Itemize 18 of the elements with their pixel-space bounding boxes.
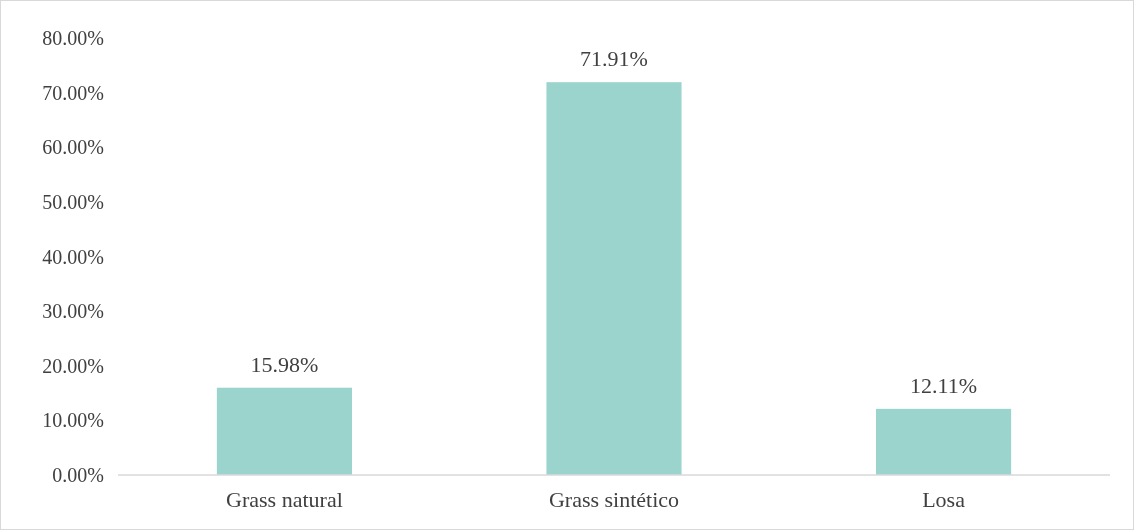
y-tick-label: 70.00% [42, 81, 104, 104]
x-tick-label: Losa [922, 487, 966, 512]
y-tick-label: 0.00% [52, 464, 104, 486]
data-label: 12.11% [910, 372, 978, 398]
data-label: 71.91% [580, 46, 648, 72]
y-tick-label: 60.00% [42, 136, 104, 159]
y-tick-label: 20.00% [42, 354, 104, 377]
y-tick-label: 30.00% [42, 300, 104, 323]
y-tick-label: 80.00% [42, 27, 104, 49]
y-tick-label: 10.00% [42, 409, 104, 432]
x-tick-label: Grass natural [226, 487, 343, 512]
bar [216, 387, 352, 475]
x-tick-label: Grass sintético [548, 487, 680, 512]
y-tick-label: 50.00% [42, 190, 104, 213]
bar [546, 82, 682, 475]
y-tick-label: 40.00% [42, 245, 104, 268]
bar [876, 408, 1012, 475]
data-label: 15.98% [250, 351, 319, 377]
